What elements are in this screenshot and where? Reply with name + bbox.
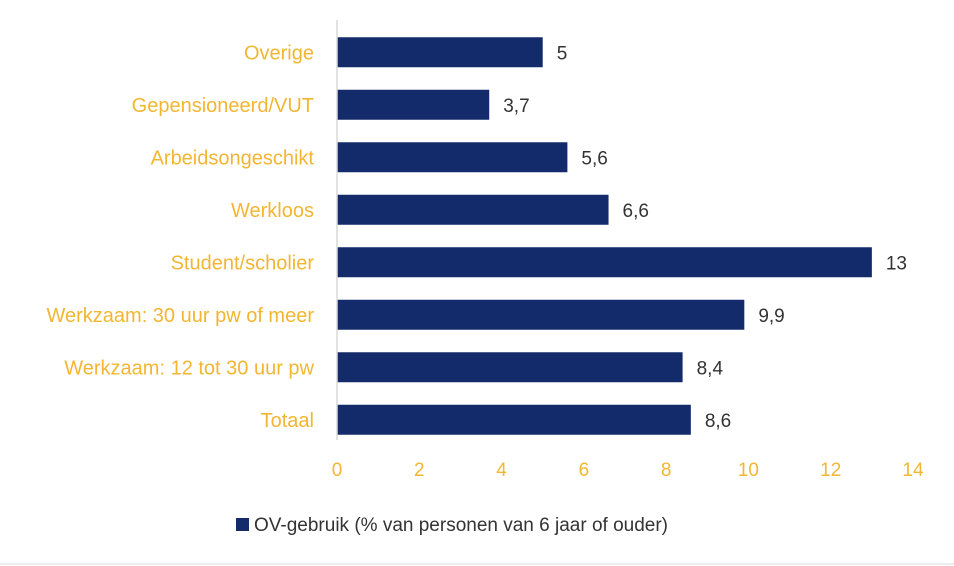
category-label-5: Werkzaam: 30 uur pw of meer: [46, 305, 314, 327]
x-tick-label-3: 6: [579, 460, 590, 481]
x-tick-label-1: 2: [414, 460, 425, 481]
x-tick-label-2: 4: [496, 460, 507, 481]
x-tick-label-7: 14: [902, 460, 924, 481]
data-label-6: 8,4: [697, 358, 724, 379]
legend-swatch: [236, 518, 249, 531]
category-label-6: Werkzaam: 12 tot 30 uur pw: [64, 357, 314, 379]
category-labels: Overige Gepensioneerd/VUT Arbeidsongeschik…: [46, 42, 314, 432]
category-label-0: Overige: [244, 42, 314, 64]
bar-1: [337, 89, 490, 120]
legend: OV-gebruik (% van personen van 6 jaar of…: [236, 515, 668, 536]
x-tick-label-5: 10: [738, 460, 759, 481]
legend-label: OV-gebruik (% van personen van 6 jaar of…: [254, 515, 668, 536]
data-labels: 5 3,7 5,6 6,6 13 9,9 8,4 8,6: [503, 43, 907, 432]
bar-0: [337, 37, 543, 68]
category-label-3: Werkloos: [231, 200, 314, 222]
x-axis-ticks: 0 2 4 6 8 10 12 14: [332, 460, 924, 481]
bar-6: [337, 352, 683, 383]
bar-3: [337, 194, 609, 225]
category-label-7: Totaal: [261, 410, 314, 432]
data-label-4: 13: [886, 253, 907, 274]
data-label-2: 5,6: [581, 148, 607, 169]
bars-group: [337, 37, 872, 435]
category-label-1: Gepensioneerd/VUT: [132, 95, 314, 117]
bar-4: [337, 247, 872, 278]
x-tick-label-0: 0: [332, 460, 343, 481]
data-label-1: 3,7: [503, 96, 529, 117]
data-label-7: 8,6: [705, 411, 731, 432]
data-label-5: 9,9: [758, 306, 784, 327]
x-tick-label-4: 8: [661, 460, 672, 481]
bar-5: [337, 299, 745, 330]
bar-2: [337, 142, 568, 173]
x-tick-label-6: 12: [820, 460, 841, 481]
bar-7: [337, 404, 691, 435]
category-label-2: Arbeidsongeschikt: [151, 147, 315, 169]
data-label-3: 6,6: [623, 201, 649, 222]
category-label-4: Student/scholier: [171, 252, 315, 274]
data-label-0: 5: [557, 43, 568, 64]
